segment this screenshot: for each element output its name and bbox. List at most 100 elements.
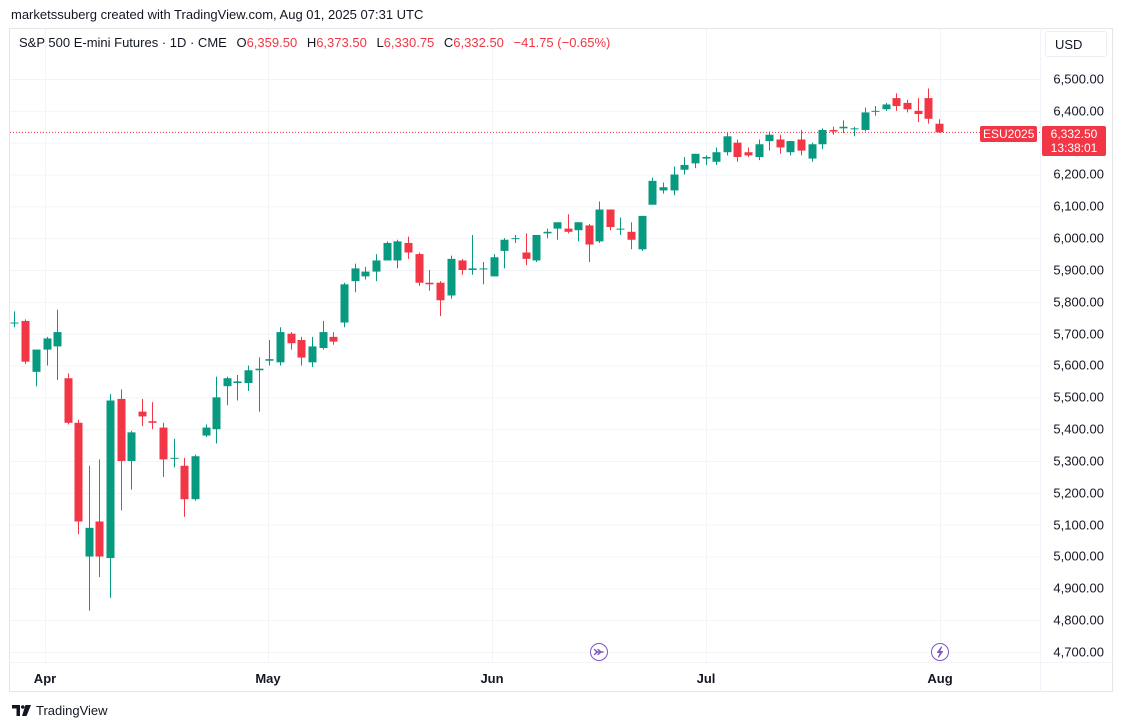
candle[interactable] bbox=[871, 106, 880, 116]
high-value: 6,373.50 bbox=[316, 35, 367, 50]
candle[interactable] bbox=[606, 209, 615, 231]
candle[interactable] bbox=[393, 239, 402, 269]
candle[interactable] bbox=[340, 282, 349, 328]
candle[interactable] bbox=[914, 98, 923, 122]
candle[interactable] bbox=[935, 119, 944, 133]
candle[interactable] bbox=[329, 332, 338, 345]
candle[interactable] bbox=[138, 398, 147, 426]
candle[interactable] bbox=[74, 419, 83, 535]
lightning-earnings-icon[interactable] bbox=[931, 643, 949, 661]
low-label: L bbox=[376, 35, 384, 50]
candle[interactable] bbox=[287, 332, 296, 350]
candle[interactable] bbox=[85, 465, 94, 611]
candle[interactable] bbox=[64, 373, 73, 425]
candle[interactable] bbox=[627, 222, 636, 250]
candle[interactable] bbox=[276, 327, 285, 366]
candle[interactable] bbox=[265, 340, 274, 366]
candle[interactable] bbox=[616, 217, 625, 235]
candle[interactable] bbox=[755, 139, 764, 161]
candle[interactable] bbox=[808, 142, 817, 162]
candle[interactable] bbox=[127, 430, 136, 490]
candle[interactable] bbox=[861, 107, 870, 132]
candle[interactable] bbox=[170, 438, 179, 468]
tradingview-footer[interactable]: TradingView bbox=[12, 703, 108, 718]
candle[interactable] bbox=[797, 129, 806, 156]
candle[interactable] bbox=[319, 320, 328, 350]
candle[interactable] bbox=[818, 128, 827, 150]
candle[interactable] bbox=[233, 375, 242, 401]
candle[interactable] bbox=[532, 234, 541, 263]
candle[interactable] bbox=[786, 141, 795, 156]
candle[interactable] bbox=[404, 236, 413, 259]
candle[interactable] bbox=[511, 234, 520, 243]
candle[interactable] bbox=[490, 254, 499, 277]
candle[interactable] bbox=[776, 134, 785, 154]
candle[interactable] bbox=[680, 156, 689, 175]
candle[interactable] bbox=[255, 357, 264, 412]
candle[interactable] bbox=[638, 215, 647, 251]
candle[interactable] bbox=[648, 177, 657, 205]
candle[interactable] bbox=[712, 147, 721, 165]
candle[interactable] bbox=[180, 457, 189, 517]
candle[interactable] bbox=[924, 88, 933, 124]
candle[interactable] bbox=[223, 376, 232, 406]
candle[interactable] bbox=[670, 166, 679, 196]
low-value: 6,330.75 bbox=[383, 35, 435, 50]
candle[interactable] bbox=[95, 459, 104, 578]
candle[interactable] bbox=[21, 319, 30, 364]
candle[interactable] bbox=[297, 336, 306, 366]
currency-button[interactable]: USD bbox=[1045, 31, 1107, 57]
candle[interactable] bbox=[522, 233, 531, 266]
price-tick-label: 5,600.00 bbox=[1053, 357, 1104, 373]
candle[interactable] bbox=[308, 336, 317, 368]
candle[interactable] bbox=[212, 376, 221, 444]
candle[interactable] bbox=[447, 255, 456, 299]
time-tick-label: Jun bbox=[480, 671, 504, 686]
candle[interactable] bbox=[903, 99, 912, 113]
candle[interactable] bbox=[892, 93, 901, 111]
candle[interactable] bbox=[595, 201, 604, 243]
candle[interactable] bbox=[383, 241, 392, 261]
candle[interactable] bbox=[765, 131, 774, 151]
candle[interactable] bbox=[351, 263, 360, 293]
candle[interactable] bbox=[744, 147, 753, 157]
candle[interactable] bbox=[159, 422, 168, 477]
candle[interactable] bbox=[458, 258, 467, 275]
candle[interactable] bbox=[702, 155, 711, 165]
candle[interactable] bbox=[733, 139, 742, 162]
candle[interactable] bbox=[723, 133, 732, 156]
candle[interactable] bbox=[202, 424, 211, 438]
candle[interactable] bbox=[148, 402, 157, 430]
candle[interactable] bbox=[32, 349, 41, 387]
candle[interactable] bbox=[117, 389, 126, 511]
candle[interactable] bbox=[43, 336, 52, 366]
candle[interactable] bbox=[468, 234, 477, 275]
candle[interactable] bbox=[436, 281, 445, 317]
candle[interactable] bbox=[415, 252, 424, 286]
candle[interactable] bbox=[574, 222, 583, 242]
candle[interactable] bbox=[361, 266, 370, 280]
candle[interactable] bbox=[882, 102, 891, 111]
candle[interactable] bbox=[850, 126, 859, 137]
candle[interactable] bbox=[425, 269, 434, 291]
dividend-forward-icon[interactable] bbox=[590, 643, 608, 661]
candle[interactable] bbox=[553, 222, 562, 240]
candle[interactable] bbox=[691, 153, 700, 169]
candle[interactable] bbox=[191, 454, 200, 501]
candle[interactable] bbox=[585, 223, 594, 263]
candle[interactable] bbox=[372, 254, 381, 282]
candle[interactable] bbox=[564, 214, 573, 234]
candle[interactable] bbox=[543, 228, 552, 239]
candle[interactable] bbox=[479, 262, 488, 285]
price-tick-label: 6,400.00 bbox=[1053, 103, 1104, 119]
candle[interactable] bbox=[500, 238, 509, 269]
candle[interactable] bbox=[659, 182, 668, 194]
candle[interactable] bbox=[106, 394, 115, 598]
candle[interactable] bbox=[829, 126, 838, 135]
candle[interactable] bbox=[244, 365, 253, 391]
candle[interactable] bbox=[10, 311, 19, 328]
candle[interactable] bbox=[839, 120, 848, 134]
candle[interactable] bbox=[53, 309, 62, 380]
symbol-title[interactable]: S&P 500 E-mini Futures · 1D · CME bbox=[19, 35, 227, 50]
